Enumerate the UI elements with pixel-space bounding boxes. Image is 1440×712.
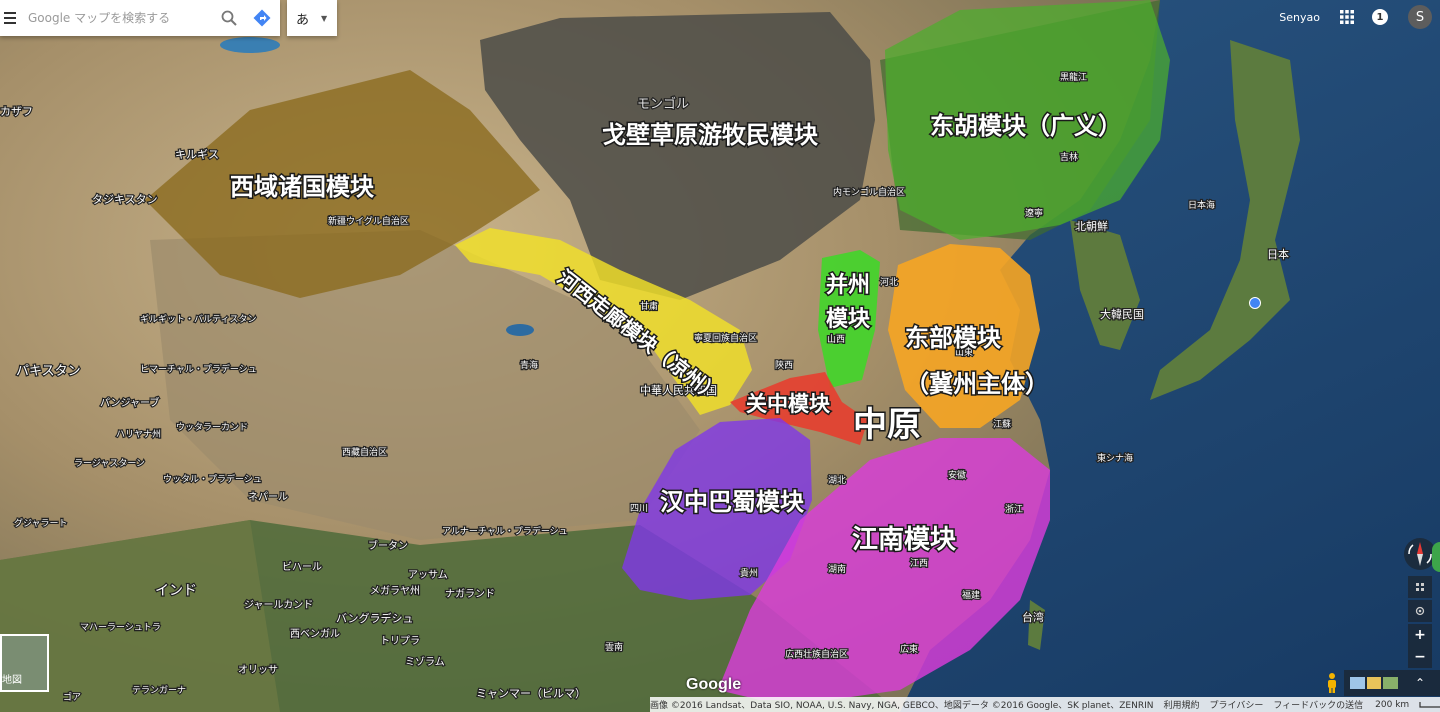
feedback-link[interactable]: フィードバックの送信 [1273,701,1364,711]
caret-down-icon: ▼ [321,13,328,23]
scale-label[interactable]: 200 km [1375,699,1410,710]
map-footer: 画像 ©2016 Landsat、Data SIO, NOAA, U.S. Na… [650,697,1440,712]
my-location-control[interactable] [1408,600,1432,622]
street-view-tab[interactable] [1432,542,1440,572]
terms-link[interactable]: 利用規約 [1163,701,1200,711]
chevron-up-icon[interactable]: ⌃ [1414,676,1426,690]
scale-bar-icon [1419,701,1440,708]
ime-toggle[interactable]: あ ▼ [287,0,337,36]
avatar[interactable]: S [1408,5,1432,29]
location-pin-icon[interactable] [1249,297,1261,309]
apps-grid-icon[interactable] [1336,6,1358,28]
search-input[interactable] [22,10,214,26]
account-bar: Senyao 1 S [1279,5,1432,29]
notification-badge[interactable]: 1 [1372,9,1388,25]
tilt-control[interactable] [1408,576,1432,598]
privacy-link[interactable]: プライバシー [1209,701,1264,711]
layer-thumbnails[interactable] [1350,677,1399,689]
attribution-text: 画像 ©2016 Landsat、Data SIO, NOAA, U.S. Na… [650,701,1154,711]
zoom-in-button[interactable]: + [1414,627,1426,643]
map-type-label: 地図 [2,675,22,686]
zoom-control: + − [1408,624,1432,668]
google-logo: Google [686,676,742,693]
zoom-out-button[interactable]: − [1414,649,1426,665]
search-icon[interactable] [214,0,244,36]
hamburger-menu-icon[interactable] [0,0,22,36]
pegman-icon[interactable] [1322,672,1342,694]
map-type-thumbnail[interactable]: 地図 [0,634,49,692]
my-location-icon[interactable] [1408,600,1432,622]
directions-icon[interactable] [244,0,280,36]
user-name[interactable]: Senyao [1279,10,1320,24]
compass-icon[interactable] [1404,538,1436,570]
search-bar [0,0,280,36]
tilt-icon[interactable] [1408,576,1432,598]
ime-label: あ [296,12,310,28]
